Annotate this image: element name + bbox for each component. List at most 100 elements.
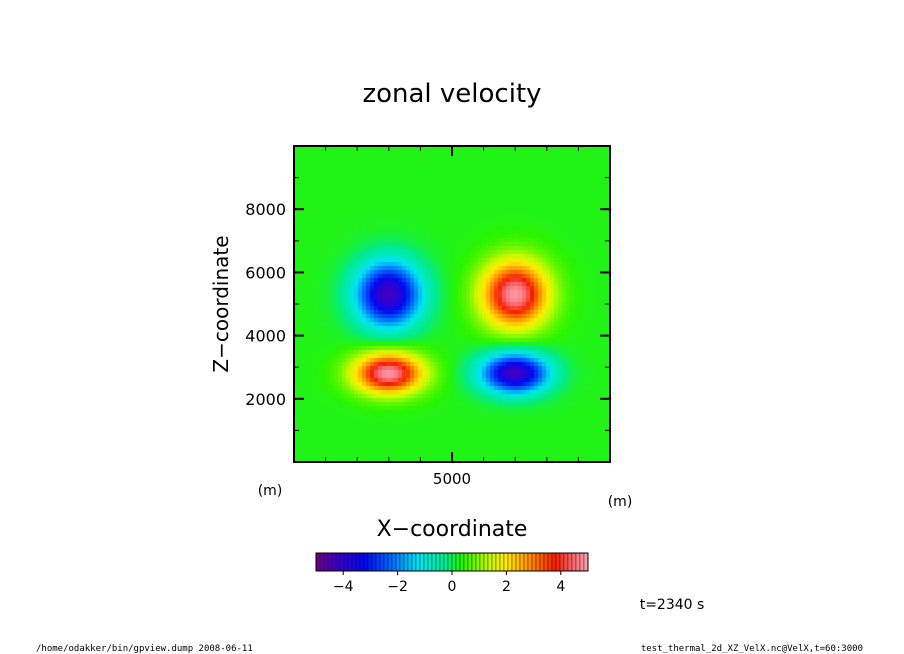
heatmap-cell bbox=[314, 234, 319, 239]
heatmap-cell bbox=[422, 430, 427, 435]
heatmap-cell bbox=[490, 394, 495, 399]
heatmap-cell bbox=[490, 374, 495, 379]
heatmap-cell bbox=[458, 386, 463, 391]
heatmap-cell bbox=[430, 354, 435, 359]
heatmap-cell bbox=[354, 418, 359, 423]
heatmap-cell bbox=[406, 274, 411, 279]
heatmap-cell bbox=[490, 430, 495, 435]
heatmap-cell bbox=[330, 454, 335, 459]
heatmap-cell bbox=[362, 246, 367, 251]
heatmap-cell bbox=[454, 158, 459, 163]
heatmap-cell bbox=[382, 458, 387, 462]
heatmap-cell bbox=[542, 154, 547, 159]
heatmap-cell bbox=[306, 422, 311, 427]
heatmap-cell bbox=[530, 318, 535, 323]
heatmap-cell bbox=[446, 226, 451, 231]
heatmap-cell bbox=[418, 410, 423, 415]
heatmap-cell bbox=[306, 174, 311, 179]
heatmap-cell bbox=[458, 362, 463, 367]
heatmap-cell bbox=[370, 442, 375, 447]
heatmap-cell bbox=[366, 314, 371, 319]
heatmap-cell bbox=[506, 418, 511, 423]
heatmap-cell bbox=[430, 158, 435, 163]
heatmap-cell bbox=[398, 454, 403, 459]
heatmap-cell bbox=[426, 166, 431, 171]
heatmap-cell bbox=[302, 210, 307, 215]
heatmap-cell bbox=[406, 298, 411, 303]
heatmap-cell bbox=[486, 218, 491, 223]
heatmap-cell bbox=[442, 286, 447, 291]
heatmap-cell bbox=[358, 190, 363, 195]
heatmap-cell bbox=[302, 218, 307, 223]
heatmap-cell bbox=[490, 306, 495, 311]
heatmap-cell bbox=[370, 434, 375, 439]
heatmap-cell bbox=[370, 322, 375, 327]
heatmap-cell bbox=[398, 294, 403, 299]
heatmap-cell bbox=[474, 258, 479, 263]
heatmap-cell bbox=[298, 242, 303, 247]
heatmap-cell bbox=[494, 266, 499, 271]
heatmap-cell bbox=[502, 390, 507, 395]
heatmap-cell bbox=[518, 338, 523, 343]
heatmap-cell bbox=[438, 146, 443, 151]
heatmap-cell bbox=[542, 446, 547, 451]
heatmap-cell bbox=[474, 230, 479, 235]
heatmap-cell bbox=[382, 342, 387, 347]
heatmap-cell bbox=[386, 398, 391, 403]
heatmap-cell bbox=[422, 154, 427, 159]
heatmap-cell bbox=[514, 146, 519, 151]
heatmap-cell bbox=[522, 206, 527, 211]
heatmap-cell bbox=[430, 370, 435, 375]
heatmap-cell bbox=[442, 334, 447, 339]
heatmap-cell bbox=[486, 346, 491, 351]
heatmap-cell bbox=[498, 286, 503, 291]
heatmap-cell bbox=[294, 386, 299, 391]
heatmap-cell bbox=[394, 238, 399, 243]
heatmap-cell bbox=[406, 230, 411, 235]
heatmap-cell bbox=[298, 222, 303, 227]
heatmap-cell bbox=[306, 438, 311, 443]
heatmap-cell bbox=[322, 266, 327, 271]
heatmap-cell bbox=[438, 314, 443, 319]
heatmap-cell bbox=[466, 450, 471, 455]
heatmap-cell bbox=[474, 182, 479, 187]
heatmap-cell bbox=[502, 206, 507, 211]
heatmap-cell bbox=[462, 234, 467, 239]
heatmap-cell bbox=[378, 434, 383, 439]
heatmap-cell bbox=[526, 394, 531, 399]
heatmap-cell bbox=[446, 298, 451, 303]
heatmap-cell bbox=[454, 146, 459, 151]
heatmap-cell bbox=[498, 402, 503, 407]
heatmap-cell bbox=[342, 166, 347, 171]
heatmap-cell bbox=[502, 218, 507, 223]
heatmap-cell bbox=[354, 446, 359, 451]
heatmap-cell bbox=[342, 226, 347, 231]
heatmap-cell bbox=[418, 218, 423, 223]
heatmap-cell bbox=[538, 238, 543, 243]
heatmap-cell bbox=[310, 378, 315, 383]
heatmap-cell bbox=[390, 362, 395, 367]
heatmap-cell bbox=[482, 378, 487, 383]
heatmap-cell bbox=[322, 346, 327, 351]
heatmap-cell bbox=[438, 250, 443, 255]
heatmap-cell bbox=[534, 162, 539, 167]
heatmap-cell bbox=[470, 306, 475, 311]
heatmap-cell bbox=[418, 422, 423, 427]
heatmap-cell bbox=[502, 202, 507, 207]
heatmap-cell bbox=[474, 326, 479, 331]
heatmap-cell bbox=[398, 182, 403, 187]
heatmap-cell bbox=[374, 230, 379, 235]
heatmap-cell bbox=[474, 150, 479, 155]
heatmap-cell bbox=[534, 346, 539, 351]
heatmap-cell bbox=[294, 390, 299, 395]
heatmap-cell bbox=[514, 374, 519, 379]
heatmap-cell bbox=[394, 150, 399, 155]
heatmap-cell bbox=[426, 306, 431, 311]
heatmap-cell bbox=[426, 326, 431, 331]
heatmap-cell bbox=[422, 198, 427, 203]
heatmap-cell bbox=[514, 266, 519, 271]
heatmap-cell bbox=[466, 282, 471, 287]
heatmap-cell bbox=[530, 334, 535, 339]
heatmap-cell bbox=[522, 150, 527, 155]
heatmap-cell bbox=[338, 318, 343, 323]
